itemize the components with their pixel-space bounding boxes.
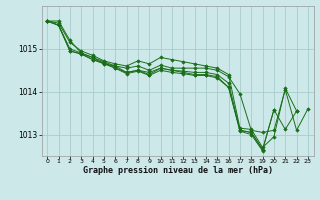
X-axis label: Graphe pression niveau de la mer (hPa): Graphe pression niveau de la mer (hPa) bbox=[83, 166, 273, 175]
